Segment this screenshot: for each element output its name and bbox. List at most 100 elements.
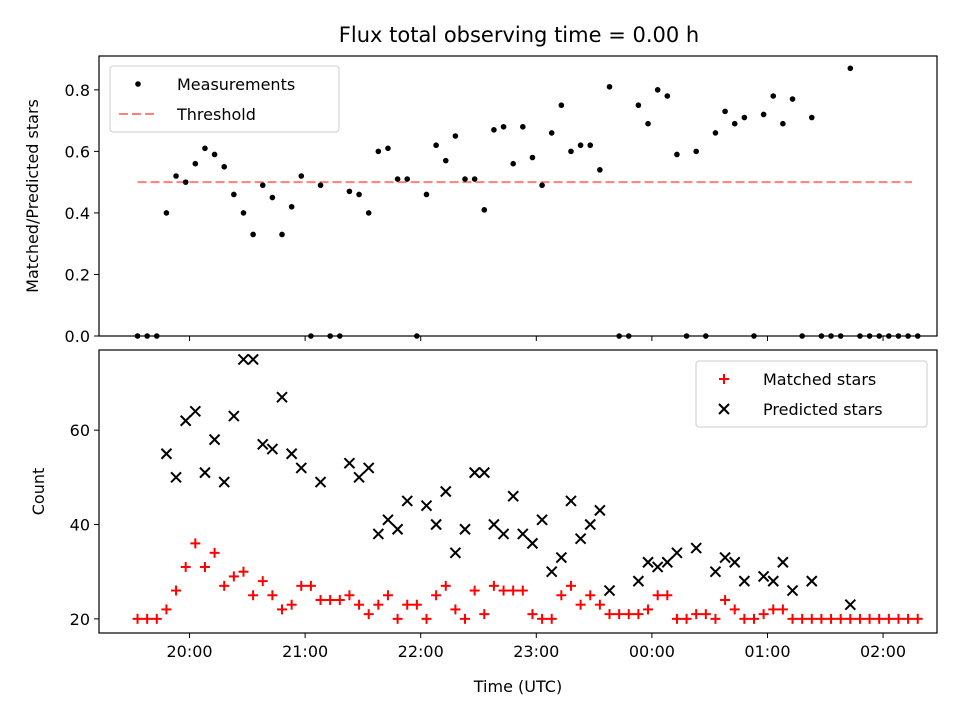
top-ytick-label: 0.8	[65, 81, 90, 100]
matched-star-point	[277, 604, 288, 615]
predicted-star-point	[671, 547, 683, 559]
measurement-point	[433, 142, 439, 149]
matched-star-point	[228, 571, 239, 582]
predicted-star-point	[353, 471, 365, 484]
predicted-star-point	[584, 518, 596, 531]
matched-star-point	[700, 609, 711, 620]
matched-star-point	[845, 613, 856, 624]
measurement-point	[606, 83, 613, 90]
predicted-star-point	[440, 485, 452, 498]
matched-star-point	[488, 580, 499, 591]
predicted-star-point	[661, 556, 674, 568]
measurement-point	[163, 210, 170, 216]
measurement-point	[404, 176, 411, 182]
measurement-point	[385, 145, 391, 152]
matched-star-point	[199, 561, 210, 572]
measurement-point	[442, 157, 449, 164]
matched-star-point	[614, 609, 625, 620]
measurement-point	[462, 176, 468, 182]
bottom-xtick-label: 00:00	[629, 642, 675, 661]
top-ytick-label: 0.4	[65, 204, 90, 223]
matched-star-point	[720, 594, 731, 605]
predicted-star-point	[574, 532, 587, 545]
bottom-xtick-label: 02:00	[860, 642, 906, 661]
matched-star-point	[450, 604, 461, 615]
measurement-point	[481, 207, 488, 213]
predicted-star-point	[372, 528, 385, 540]
matched-star-point	[296, 580, 307, 591]
matched-star-point	[527, 609, 538, 620]
matched-star-point	[344, 590, 355, 601]
top-axes-frame	[98, 55, 938, 337]
predicted-star-point	[257, 438, 269, 451]
measurement-point	[269, 194, 276, 201]
measurement-point	[510, 160, 516, 167]
predicted-star-point	[786, 584, 799, 597]
matched-star-point	[411, 599, 422, 610]
measurement-point	[548, 130, 555, 136]
matched-star-point	[479, 609, 490, 620]
matched-star-point	[537, 613, 548, 624]
measurement-point	[298, 173, 305, 179]
legend-label: Matched stars	[763, 370, 876, 389]
measurement-point	[664, 93, 671, 99]
top-ytick-label: 0.2	[65, 265, 90, 284]
measurement-point	[693, 148, 699, 155]
measurement-point	[568, 148, 574, 155]
matched-star-point	[305, 580, 316, 591]
predicted-star-point	[295, 462, 307, 474]
predicted-star-point	[690, 542, 702, 554]
bottom-ylabel: Count	[29, 468, 48, 516]
matched-star-point	[132, 613, 143, 624]
matched-star-point	[710, 613, 721, 624]
measurement-point	[741, 114, 748, 121]
matched-star-point	[180, 561, 191, 572]
legend-predicted-marker	[718, 403, 730, 415]
measurement-point	[500, 123, 507, 130]
predicted-star-point	[449, 547, 462, 559]
matched-star-point	[546, 613, 557, 624]
predicted-star-point	[459, 523, 471, 535]
measurement-point	[597, 167, 603, 173]
matched-star-point	[469, 585, 480, 596]
predicted-star-point	[536, 514, 548, 526]
matched-star-point	[912, 613, 923, 624]
measurement-point	[192, 160, 199, 167]
predicted-star-point	[420, 499, 433, 512]
measurement-point	[654, 87, 661, 93]
matched-star-point	[382, 590, 393, 601]
measurement-point	[587, 142, 594, 149]
matched-star-point	[190, 538, 201, 549]
measurement-point	[394, 176, 401, 182]
matched-star-point	[874, 613, 885, 624]
predicted-star-point	[632, 575, 645, 587]
matched-star-point	[440, 580, 451, 591]
matched-star-point	[498, 585, 509, 596]
matched-star-point	[777, 604, 788, 615]
predicted-star-point	[565, 495, 577, 507]
matched-star-point	[758, 609, 769, 620]
predicted-star-point	[237, 353, 250, 366]
matched-star-point	[565, 580, 576, 591]
predicted-star-point	[729, 556, 741, 568]
measurement-point	[250, 231, 256, 238]
predicted-star-point	[594, 504, 606, 517]
measurement-point	[375, 148, 382, 155]
measurement-point	[279, 231, 285, 238]
measurement-point	[520, 123, 526, 130]
measurement-point	[539, 182, 545, 189]
predicted-star-point	[160, 448, 173, 460]
matched-star-point	[662, 590, 673, 601]
measurement-point	[317, 182, 324, 189]
predicted-star-point	[777, 556, 789, 568]
predicted-star-point	[285, 448, 298, 460]
measurement-point	[808, 114, 815, 121]
measurement-point	[346, 188, 353, 195]
matched-star-point	[315, 594, 326, 605]
measurement-point	[491, 127, 497, 133]
measurement-point	[635, 102, 642, 109]
matched-star-point	[604, 609, 615, 620]
predicted-star-point	[767, 575, 779, 587]
measurement-point	[452, 133, 459, 139]
matched-star-point	[633, 609, 644, 620]
